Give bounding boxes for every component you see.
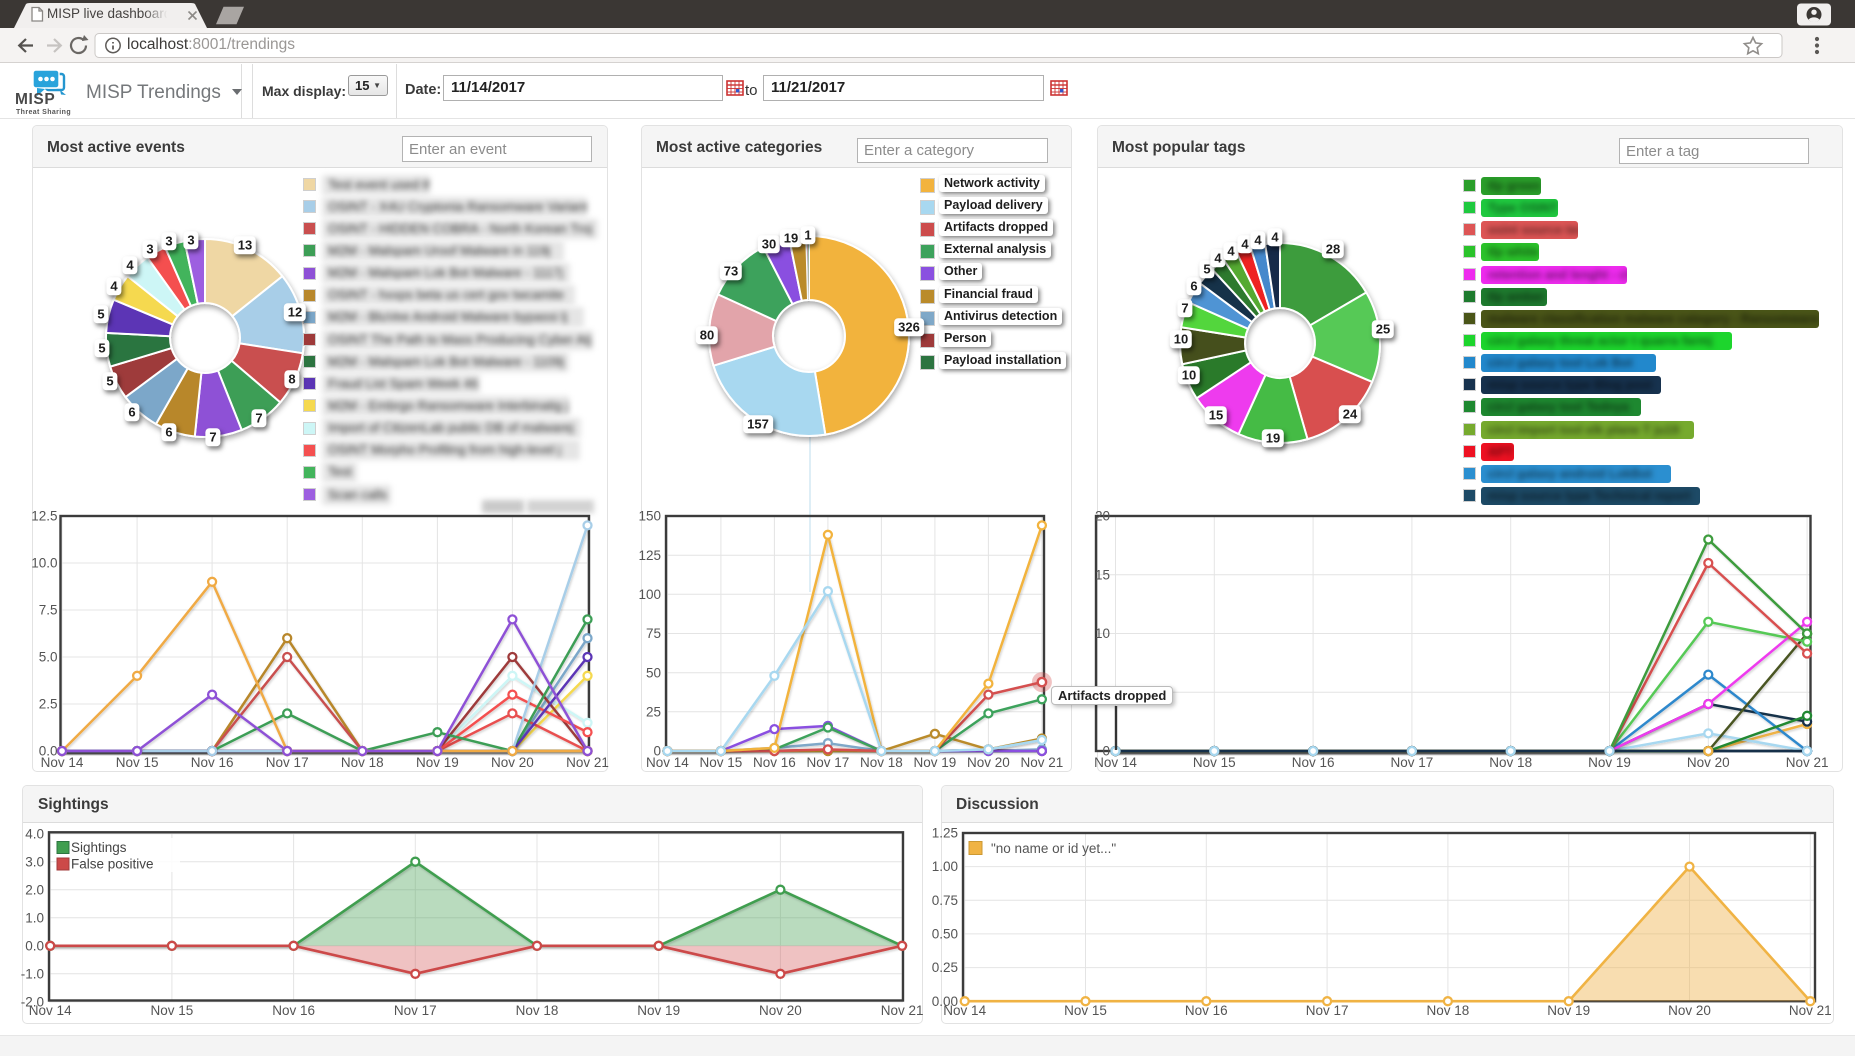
svg-text:MISP: MISP [15,91,55,108]
svg-text:Threat Sharing: Threat Sharing [16,109,71,116]
